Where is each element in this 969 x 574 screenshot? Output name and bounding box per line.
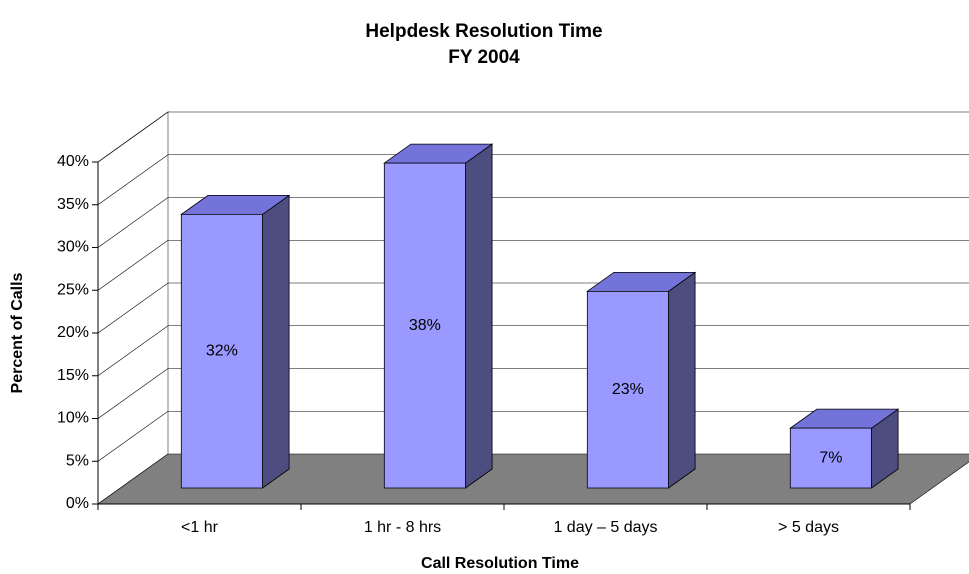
- bar-side: [465, 143, 493, 489]
- y-tick-label: 10%: [57, 410, 89, 427]
- y-axis-label: Percent of Calls: [9, 272, 26, 393]
- chart-subtitle: FY 2004: [448, 47, 520, 68]
- x-tick-label: > 5 days: [778, 519, 839, 536]
- grid-line: [97, 368, 969, 419]
- x-tick-label: <1 hr: [181, 519, 219, 536]
- bar: [180, 213, 263, 489]
- chart-title: Helpdesk Resolution Time: [365, 21, 602, 42]
- bar: [383, 162, 466, 489]
- x-tick-label: 1 hr - 8 hrs: [364, 519, 441, 536]
- y-tick-label: 35%: [57, 196, 89, 213]
- y-tick-label: 30%: [57, 239, 89, 256]
- y-tick-label: 25%: [57, 281, 89, 298]
- bar-side: [668, 271, 696, 489]
- grid-line: [97, 197, 969, 248]
- y-tick-label: 15%: [57, 367, 89, 384]
- grid-line: [97, 111, 969, 163]
- grid-line: [97, 410, 969, 462]
- data-label: 32%: [206, 342, 238, 359]
- x-axis-label: Call Resolution Time: [421, 555, 579, 572]
- grid-line: [97, 325, 969, 376]
- data-label: 7%: [819, 449, 842, 466]
- x-tick-label: 1 day – 5 days: [553, 519, 657, 536]
- bar: [789, 427, 872, 489]
- grid-line: [97, 154, 969, 205]
- y-tick-label: 20%: [57, 324, 89, 341]
- data-label: 23%: [612, 381, 644, 398]
- data-label: 38%: [409, 317, 441, 334]
- grid-line: [97, 282, 969, 334]
- grid-line: [97, 239, 969, 291]
- bar-side: [262, 194, 290, 489]
- y-tick-label: 40%: [57, 153, 89, 170]
- y-tick-label: 5%: [66, 452, 89, 469]
- bar: [586, 290, 669, 489]
- y-tick-label: 0%: [66, 495, 89, 512]
